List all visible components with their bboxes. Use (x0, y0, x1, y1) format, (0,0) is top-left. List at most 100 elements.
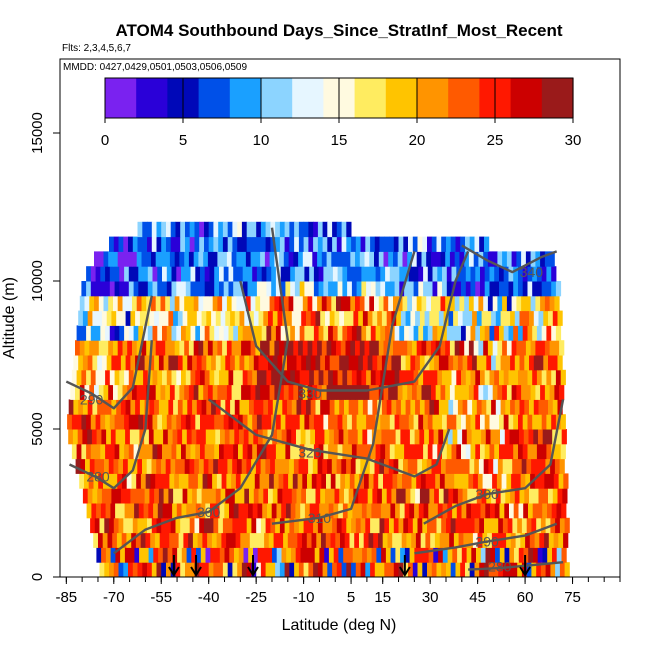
heatmap-cell (128, 266, 134, 282)
contour-line-310 (271, 251, 416, 525)
heatmap-cell (347, 503, 353, 519)
contour-line-340 (461, 244, 558, 274)
heatmap-cell (506, 251, 513, 267)
heatmap-cell (249, 310, 255, 326)
heatmap-cell (208, 221, 214, 238)
heatmap-cell (171, 443, 177, 460)
heatmap-cell (256, 369, 263, 386)
heatmap-cell (313, 325, 320, 341)
heatmap-cell (352, 429, 359, 445)
heatmap-cell (481, 429, 487, 445)
heatmap-cell (200, 414, 206, 430)
heatmap-cell (514, 355, 520, 371)
heatmap-cell (359, 532, 365, 548)
heatmap-cell (222, 340, 228, 356)
heatmap-cell (263, 355, 269, 371)
heatmap-cell (513, 281, 519, 297)
heatmap-cell (204, 221, 210, 238)
heatmap-cell (375, 281, 381, 297)
heatmap-cell (518, 414, 524, 430)
heatmap-cell (304, 266, 310, 282)
heatmap-cell (241, 384, 247, 400)
colorbar-segment (190, 78, 200, 118)
heatmap-cell (273, 473, 279, 489)
heatmap-cell (212, 340, 218, 356)
y-tick-label: 10000 (29, 260, 46, 302)
heatmap-cell (487, 384, 494, 400)
heatmap-cell (445, 295, 451, 312)
heatmap-cell (308, 562, 314, 578)
heatmap-cell (418, 503, 424, 519)
heatmap-cell (417, 458, 423, 474)
heatmap-cell (301, 488, 307, 504)
heatmap-cell (338, 429, 344, 445)
heatmap-cell (427, 236, 433, 252)
heatmap-cell (408, 325, 414, 341)
colorbar-segment (284, 78, 293, 118)
heatmap-cell (449, 251, 456, 267)
heatmap-cell (336, 340, 342, 356)
heatmap-cell (132, 562, 138, 578)
heatmap-cell (379, 236, 385, 252)
heatmap-cell (412, 384, 418, 400)
heatmap-cell (499, 266, 505, 282)
heatmap-cell (252, 266, 258, 282)
heatmap-cell (453, 488, 459, 504)
heatmap-cell (357, 429, 363, 445)
heatmap-cell (427, 281, 433, 297)
heatmap-cell (298, 562, 305, 578)
heatmap-cell (535, 295, 541, 312)
heatmap-cell (500, 429, 506, 445)
heatmap-cell (195, 266, 201, 282)
heatmap-cell (152, 325, 158, 341)
heatmap-cell (412, 295, 418, 312)
heatmap-cell (428, 503, 434, 519)
heatmap-cell (361, 443, 367, 460)
heatmap-cell (226, 251, 233, 267)
heatmap-cell (483, 384, 489, 400)
heatmap-cell (293, 295, 299, 312)
heatmap-cell (401, 532, 407, 548)
heatmap-cell (453, 310, 459, 326)
heatmap-cell (218, 236, 224, 252)
heatmap-cell (508, 281, 514, 297)
heatmap-cell (302, 473, 308, 489)
heatmap-cell (318, 281, 324, 297)
heatmap-cell (164, 473, 170, 489)
heatmap-cell (326, 251, 332, 267)
heatmap-cell (196, 488, 202, 504)
heatmap-cell (274, 295, 280, 312)
heatmap-cell (100, 281, 106, 297)
heatmap-cell (513, 266, 519, 282)
heatmap-cell (389, 414, 395, 430)
heatmap-cell (151, 384, 157, 400)
heatmap-cell (360, 236, 366, 252)
heatmap-cell (228, 369, 234, 386)
heatmap-cell (494, 266, 500, 282)
heatmap-cell (468, 340, 475, 356)
heatmap-cell (222, 251, 228, 267)
heatmap-cell (495, 355, 501, 371)
heatmap-cell (102, 532, 108, 548)
heatmap-cell (238, 503, 244, 519)
heatmap-cell (140, 473, 147, 489)
heatmap-cell (138, 414, 144, 430)
heatmap-cell (404, 281, 410, 297)
heatmap-cell (142, 517, 148, 534)
heatmap-cell (381, 429, 387, 445)
heatmap-cell (126, 532, 132, 548)
heatmap-cell (162, 503, 168, 519)
heatmap-cell (185, 369, 191, 386)
heatmap-cell (417, 517, 423, 534)
heatmap-cell (513, 414, 519, 430)
heatmap-cell (370, 281, 376, 297)
heatmap-cell (133, 325, 139, 341)
heatmap-cell (275, 562, 281, 578)
heatmap-cell (201, 488, 207, 504)
heatmap-cell (349, 532, 355, 548)
heatmap-cell (88, 473, 94, 489)
heatmap-cell (453, 355, 459, 371)
heatmap-cell (215, 547, 221, 563)
heatmap-cell (419, 547, 425, 563)
heatmap-cell (170, 221, 176, 238)
